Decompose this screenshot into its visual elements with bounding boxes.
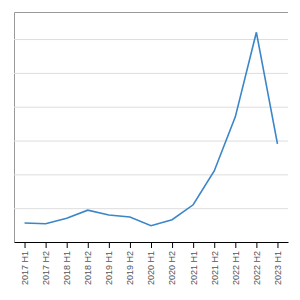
x-tick: 2017 H1 <box>20 242 30 285</box>
y-tick <box>14 174 288 175</box>
grid-line <box>14 107 288 108</box>
x-tick: 2022 H2 <box>252 242 262 285</box>
x-tick-mark <box>25 242 26 248</box>
x-tick: 2018 H2 <box>83 242 93 285</box>
y-tick <box>14 107 288 108</box>
x-tick-mark <box>46 242 47 248</box>
x-tick-mark <box>130 242 131 248</box>
x-axis: 2017 H1 2017 H2 2018 H1 2018 H2 2019 H1 2019 … <box>15 242 289 285</box>
marks <box>25 32 278 225</box>
x-tick-label: 2020 H2 <box>167 251 177 285</box>
x-tick-mark <box>109 242 110 248</box>
grid-line <box>14 141 288 142</box>
x-tick: 2022 H1 <box>231 242 241 285</box>
y-tick <box>14 141 288 142</box>
x-tick: 2019 H1 <box>104 242 114 285</box>
x-tick-label: 2018 H1 <box>62 251 72 285</box>
x-tick-mark <box>214 242 215 248</box>
x-tick-label: 2020 H1 <box>146 251 156 285</box>
x-tick-mark <box>67 242 68 248</box>
x-tick-label: 2017 H1 <box>20 251 30 285</box>
x-tick-mark <box>256 242 257 248</box>
x-tick: 2020 H2 <box>167 242 177 285</box>
x-tick-label: 2017 H2 <box>41 251 51 285</box>
x-tick-mark <box>88 242 89 248</box>
x-tick: 2020 H1 <box>146 242 156 285</box>
x-tick-label: 2019 H1 <box>104 251 114 285</box>
x-tick-label: 2023 H1 <box>273 251 283 285</box>
y-tick <box>14 208 288 209</box>
chart: 2017 H1 2017 H2 2018 H1 2018 H2 2019 H1 2019 … <box>0 0 300 300</box>
y-axis-line <box>15 13 289 243</box>
x-tick: 2019 H2 <box>125 242 135 285</box>
x-tick: 2021 H2 <box>210 242 220 285</box>
plot: 2017 H1 2017 H2 2018 H1 2018 H2 2019 H1 2019 … <box>14 13 289 286</box>
x-tick-mark <box>151 242 152 248</box>
grid-line <box>14 39 288 40</box>
x-tick: 2021 H1 <box>189 242 199 285</box>
grid-line <box>14 208 288 209</box>
x-tick-label: 2018 H2 <box>83 251 93 285</box>
x-tick: 2023 H1 <box>273 242 283 285</box>
x-tick-label: 2022 H2 <box>252 251 262 285</box>
x-tick-mark <box>235 242 236 248</box>
y-tick <box>14 39 288 40</box>
x-tick-mark <box>277 242 278 248</box>
x-tick-mark <box>172 242 173 248</box>
x-tick: 2017 H2 <box>41 242 51 285</box>
x-tick: 2018 H1 <box>62 242 72 285</box>
x-tick-label: 2021 H1 <box>189 251 199 285</box>
line <box>25 32 278 225</box>
x-tick-label: 2021 H2 <box>210 251 220 285</box>
x-tick-label: 2019 H2 <box>125 251 135 285</box>
y-axis <box>14 13 288 243</box>
x-tick-mark <box>193 242 194 248</box>
grid-line <box>14 174 288 175</box>
x-tick-label: 2022 H1 <box>231 251 241 285</box>
